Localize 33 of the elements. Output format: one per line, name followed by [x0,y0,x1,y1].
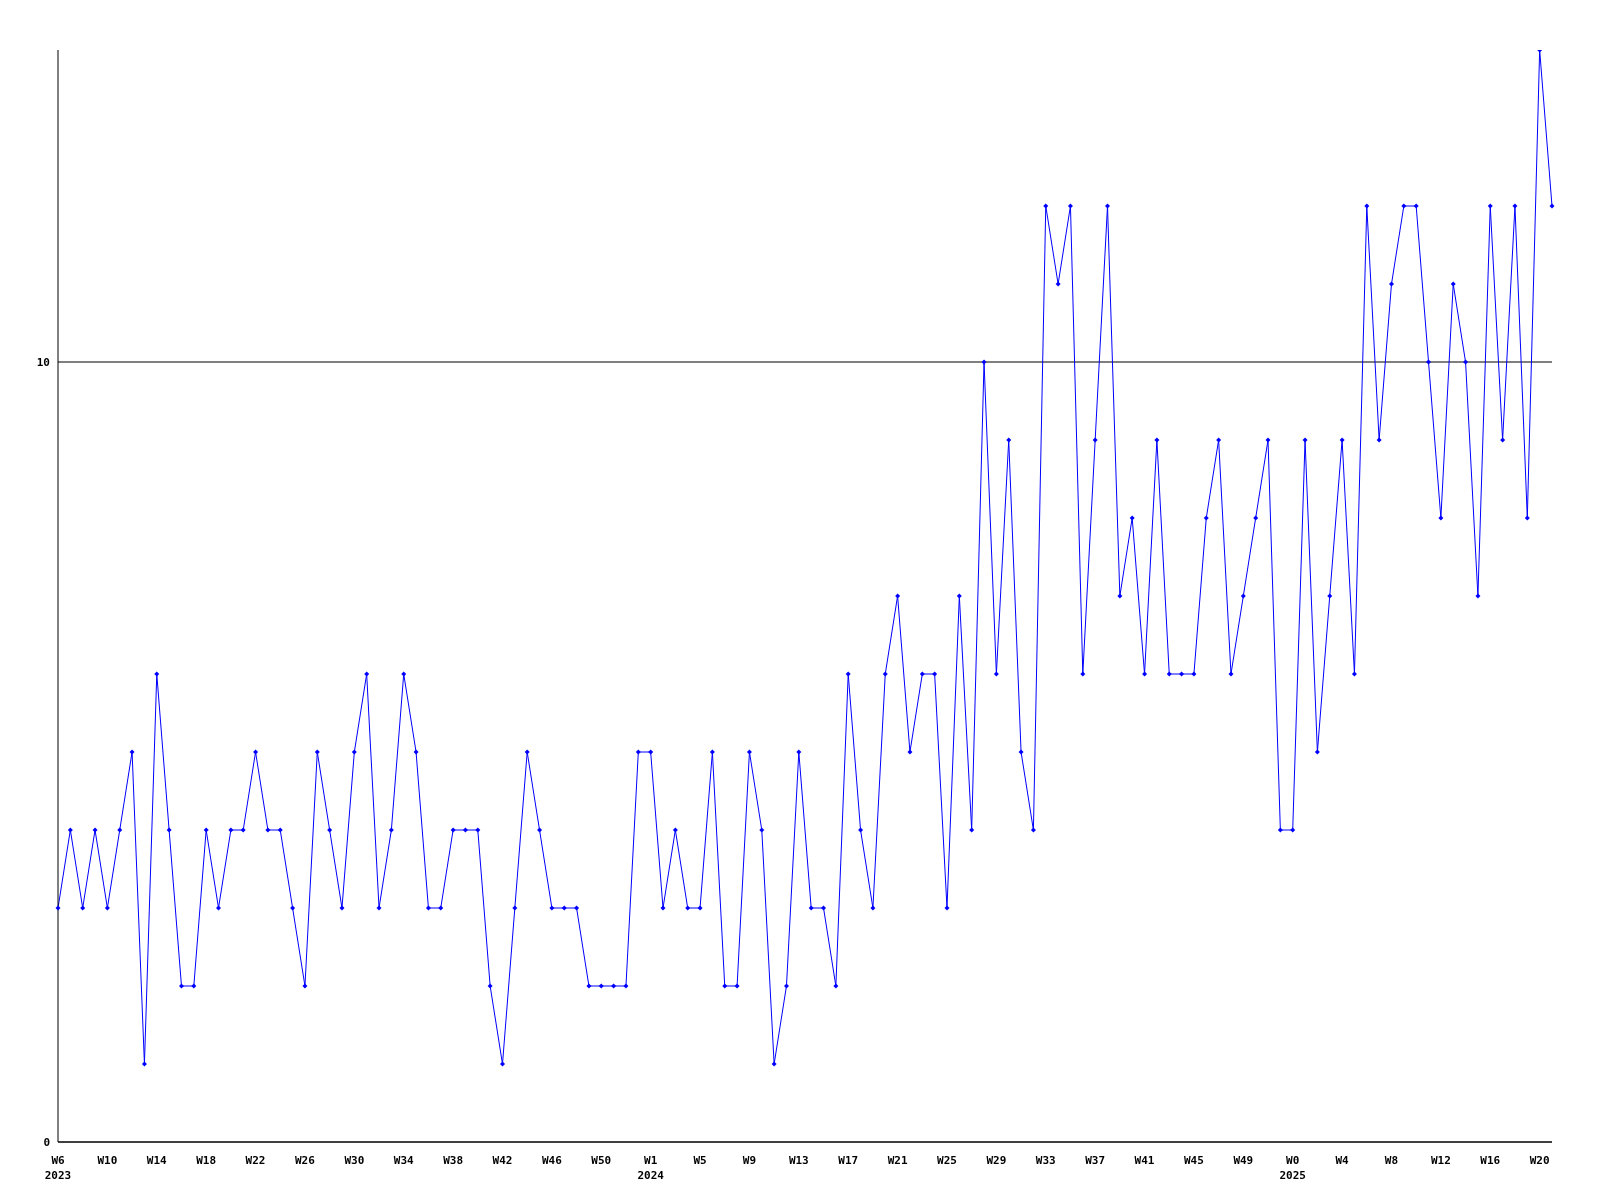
x-tick-label: W9 [742,1154,757,1167]
x-tick-label: W4 [1335,1154,1350,1167]
x-tick-label: W6 2023 [44,1154,72,1182]
x-tick-label: W14 [146,1154,168,1167]
x-tick-label: W45 [1184,1154,1204,1167]
x-tick-label: W13 [788,1154,809,1167]
x-tick-label: W18 [196,1154,217,1167]
x-tick-label: W26 [295,1154,316,1167]
x-tick-label: W8 [1384,1154,1399,1167]
y-tick-label: 10 [36,355,50,369]
x-tick-label: W37 [1085,1154,1106,1167]
x-tick-label: W22 [245,1154,266,1167]
x-tick-label: W0 2025 [1279,1154,1306,1182]
x-tick-label: W49 [1233,1154,1254,1167]
x-tick-label: W30 [344,1154,365,1167]
x-tick-label: W21 [887,1154,908,1167]
x-tick-label: W16 [1480,1154,1501,1167]
x-tick-label: W41 [1134,1154,1155,1167]
x-tick-label: W20 [1529,1154,1550,1167]
x-tick-label: W42 [492,1154,513,1167]
x-tick-label: W38 [443,1154,464,1167]
x-tick-label: W50 [591,1154,612,1167]
x-tick-label: W5 [693,1154,707,1167]
x-tick-label: W25 [937,1154,957,1167]
x-tick-label: W34 [393,1154,415,1167]
x-tick-label: W12 [1430,1154,1451,1167]
x-tick-label: W46 [541,1154,563,1167]
x-tick-label: W1 2024 [637,1154,665,1182]
x-tick-label: W10 [97,1154,118,1167]
x-tick-label: W33 [1035,1154,1056,1167]
x-tick-label: W17 [838,1154,859,1167]
y-tick-label: 0 [43,1135,50,1149]
x-tick-label: W29 [986,1154,1007,1167]
